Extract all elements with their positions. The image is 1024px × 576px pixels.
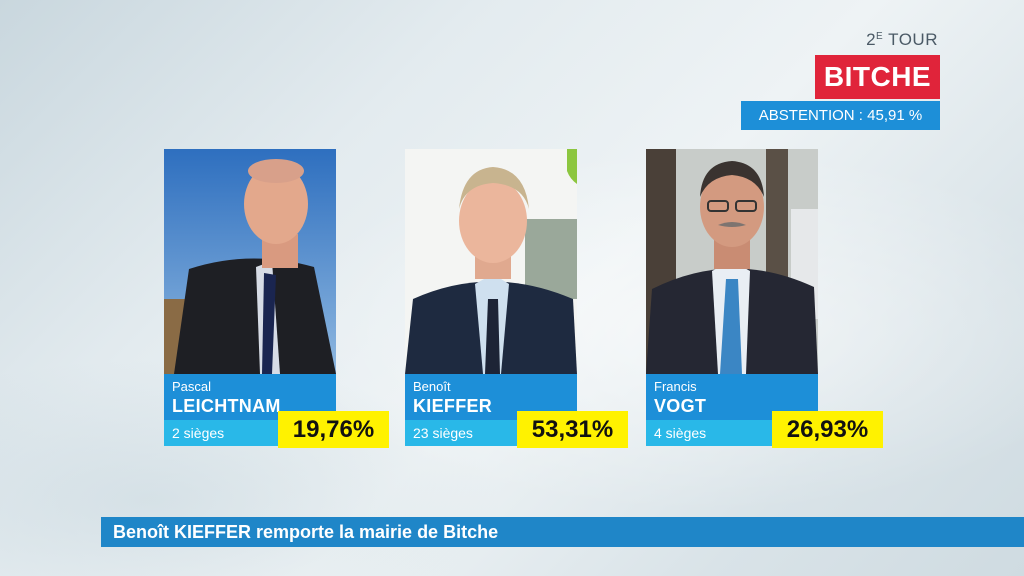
candidate-card-kieffer: Benoît KIEFFER 23 sièges [405, 149, 577, 446]
candidate-first-name: Francis [654, 379, 697, 394]
candidate-card-leichtnam: Pascal LEICHTNAM 2 sièges [164, 149, 336, 446]
candidate-seats: 23 sièges [413, 425, 473, 441]
candidate-photo [405, 149, 577, 374]
candidate-photo [646, 149, 818, 374]
candidate-card-vogt: Francis VOGT 4 sièges [646, 149, 818, 446]
candidate-seats: 4 sièges [654, 425, 707, 441]
candidate-first-name: Benoît [413, 379, 451, 394]
candidate-percentage-vogt: 26,93% [772, 411, 883, 448]
candidate-photo [164, 149, 336, 374]
candidate-first-name: Pascal [172, 379, 212, 394]
candidate-last-name: VOGT [654, 396, 707, 416]
candidate-last-name: KIEFFER [413, 396, 493, 416]
candidate-percentage-leichtnam: 19,76% [278, 411, 389, 448]
ticker-headline: Benoît KIEFFER remporte la mairie de Bit… [113, 521, 499, 542]
abstention-banner: ABSTENTION : 45,91 % [741, 101, 940, 130]
candidate-seats: 2 sièges [172, 425, 225, 441]
round-label: 2E TOUR [866, 30, 938, 49]
candidate-last-name: LEICHTNAM [172, 396, 281, 416]
news-ticker: Benoît KIEFFER remporte la mairie de Bit… [101, 517, 1024, 547]
candidate-percentage-kieffer: 53,31% [517, 411, 628, 448]
city-badge: BITCHE [815, 55, 940, 99]
